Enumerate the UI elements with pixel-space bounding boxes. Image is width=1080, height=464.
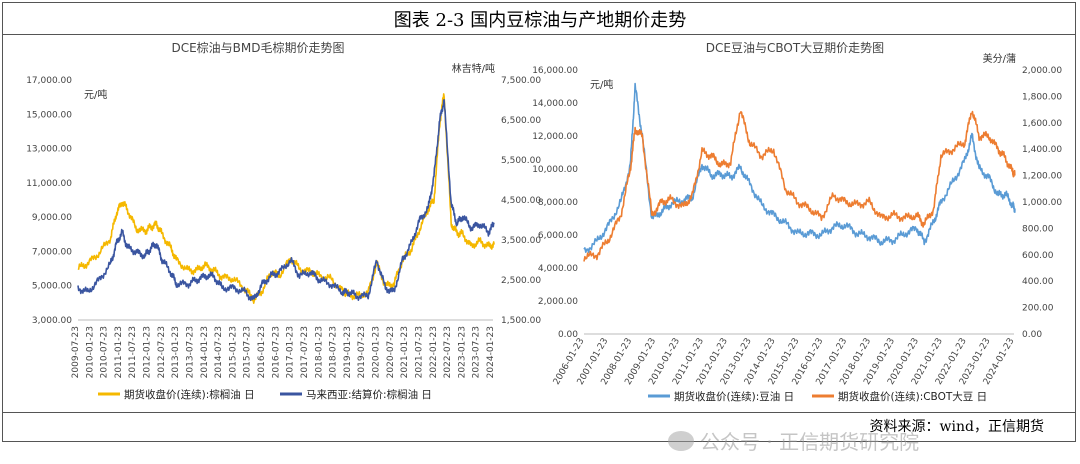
y-left-tick-label: 10,000.00	[532, 165, 578, 175]
y-left-tick-label: 15,000.00	[26, 110, 72, 120]
y-right-tick-label: 3,500.00	[501, 236, 541, 246]
y-left-tick-label: 11,000.00	[26, 179, 72, 189]
y-left-tick-label: 5,000.00	[32, 282, 72, 292]
y-left-tick-label: 16,000.00	[532, 66, 578, 76]
legend-label-2: 期货收盘价(连续):CBOT大豆 日	[838, 390, 987, 403]
series-line-2	[77, 99, 495, 302]
footer-divider	[2, 412, 1076, 413]
x-tick-label: 2017-07-23	[300, 326, 310, 378]
y-left-tick-label: 2,000.00	[538, 297, 578, 307]
x-tick-label: 2011-07-23	[128, 326, 138, 378]
x-tick-label: 2020-01-23	[372, 326, 382, 378]
x-tick-label: 2015-07-23	[243, 326, 253, 378]
x-tick-label: 2010-01-23	[85, 326, 95, 378]
series-line-1	[77, 93, 495, 304]
series-line-1	[583, 82, 1016, 254]
y-right-tick-label: 4,500.00	[501, 196, 541, 206]
legend-label-1: 期货收盘价(连续):棕榈油 日	[124, 388, 255, 401]
right-unit-label: 林吉特/吨	[452, 62, 495, 75]
x-tick-label: 2020-07-23	[386, 326, 396, 378]
y-right-tick-label: 800.00	[1022, 224, 1054, 234]
chart-title: DCE棕油与BMD毛棕期价走势图	[171, 40, 344, 55]
header-divider	[2, 34, 1076, 35]
y-left-tick-label: 13,000.00	[26, 145, 72, 155]
x-tick-label: 2011-01-23	[114, 326, 124, 378]
left-unit-label: 元/吨	[590, 78, 613, 91]
y-right-tick-label: 1,600.00	[1022, 119, 1062, 129]
x-tick-label: 2016-07-23	[271, 326, 281, 378]
x-tick-label: 2013-01-23	[171, 326, 181, 378]
left-unit-label: 元/吨	[84, 88, 107, 101]
x-tick-label: 2015-01-23	[228, 326, 238, 378]
x-tick-label: 2021-01-23	[400, 326, 410, 378]
y-right-tick-label: 7,500.00	[501, 76, 541, 86]
x-tick-label: 2022-01-23	[429, 326, 439, 378]
x-tick-label: 2024-01-23	[486, 326, 496, 378]
y-left-tick-label: 12,000.00	[532, 132, 578, 142]
chart-title: DCE豆油与CBOT大豆期价走势图	[706, 41, 884, 55]
x-tick-label: 2014-07-23	[214, 326, 224, 378]
chart-palm-oil: DCE棕油与BMD毛棕期价走势图 3,000.00 5,000.00 7,000.00…	[26, 40, 541, 401]
x-tick-label: 2009-07-23	[71, 326, 81, 378]
y-right-tick-label: 6,500.00	[501, 116, 541, 126]
y-right-tick-label: 400.00	[1022, 277, 1054, 287]
wechat-icon	[668, 430, 694, 451]
y-right-tick-label: 200.00	[1022, 304, 1054, 314]
x-tick-label: 2019-07-23	[357, 326, 367, 378]
y-right-tick-label: 1,000.00	[1022, 198, 1062, 208]
figure-title: 图表 2-3 国内豆棕油与产地期价走势	[393, 10, 687, 31]
y-left-tick-label: 14,000.00	[532, 99, 578, 109]
y-right-tick-label: 2,000.00	[1022, 66, 1062, 76]
legend-label-2: 马来西亚:结算价:棕榈油 日	[306, 388, 432, 401]
watermark: 公众号 · 正信期货研究院	[668, 426, 919, 455]
y-left-tick-label: 7,000.00	[32, 247, 72, 257]
figure-frame	[2, 2, 1076, 442]
x-tick-label: 2012-07-23	[157, 326, 167, 378]
y-left-tick-label: 8,000.00	[538, 198, 578, 208]
y-right-tick-label: 2,500.00	[501, 276, 541, 286]
y-left-tick-label: 9,000.00	[32, 213, 72, 223]
x-tick-label: 2023-07-23	[472, 326, 482, 378]
chart-panel-soybean-oil: DCE豆油与CBOT大豆期价走势图 0.00 2,000.00 4,000.00 6,0…	[532, 36, 1072, 410]
x-tick-label: 2013-07-23	[185, 326, 195, 378]
x-tick-label: 2018-01-23	[314, 326, 324, 378]
x-tick-label: 2022-07-23	[443, 326, 453, 378]
x-tick-label: 2010-07-23	[100, 326, 110, 378]
y-left-tick-label: 0.00	[558, 330, 578, 340]
x-tick-label: 2018-07-23	[329, 326, 339, 378]
series-line-2	[583, 110, 1016, 262]
chart-soybean-oil: DCE豆油与CBOT大豆期价走势图 0.00 2,000.00 4,000.00 6,0…	[532, 41, 1062, 403]
y-right-tick-label: 1,800.00	[1022, 92, 1062, 102]
y-right-tick-label: 5,500.00	[501, 156, 541, 166]
x-tick-label: 2017-01-23	[286, 326, 296, 378]
legend-label-1: 期货收盘价(连续):豆油 日	[674, 390, 794, 403]
y-right-tick-label: 1,200.00	[1022, 172, 1062, 182]
y-right-tick-label: 1,400.00	[1022, 145, 1062, 155]
x-tick-label: 2021-07-23	[414, 326, 424, 378]
y-left-tick-label: 6,000.00	[538, 231, 578, 241]
x-tick-label: 2019-01-23	[343, 326, 353, 378]
x-tick-label: 2016-01-23	[257, 326, 267, 378]
y-right-tick-label: 600.00	[1022, 251, 1054, 261]
y-right-tick-label: 1,500.00	[501, 316, 541, 326]
y-left-tick-label: 17,000.00	[26, 76, 72, 86]
chart-panel-palm-oil: DCE棕油与BMD毛棕期价走势图 3,000.00 5,000.00 7,000.00…	[8, 36, 541, 410]
watermark-text: 公众号 · 正信期货研究院	[700, 430, 920, 454]
x-tick-label: 2014-01-23	[200, 326, 210, 378]
x-tick-label: 2012-01-23	[143, 326, 153, 378]
y-left-tick-label: 3,000.00	[32, 316, 72, 326]
source-note: 资料来源：wind，正信期货	[869, 419, 1044, 435]
right-unit-label: 美分/蒲	[983, 52, 1016, 65]
y-left-tick-label: 4,000.00	[538, 264, 578, 274]
y-right-tick-label: 0.00	[1022, 330, 1042, 340]
x-tick-label: 2023-01-23	[457, 326, 467, 378]
